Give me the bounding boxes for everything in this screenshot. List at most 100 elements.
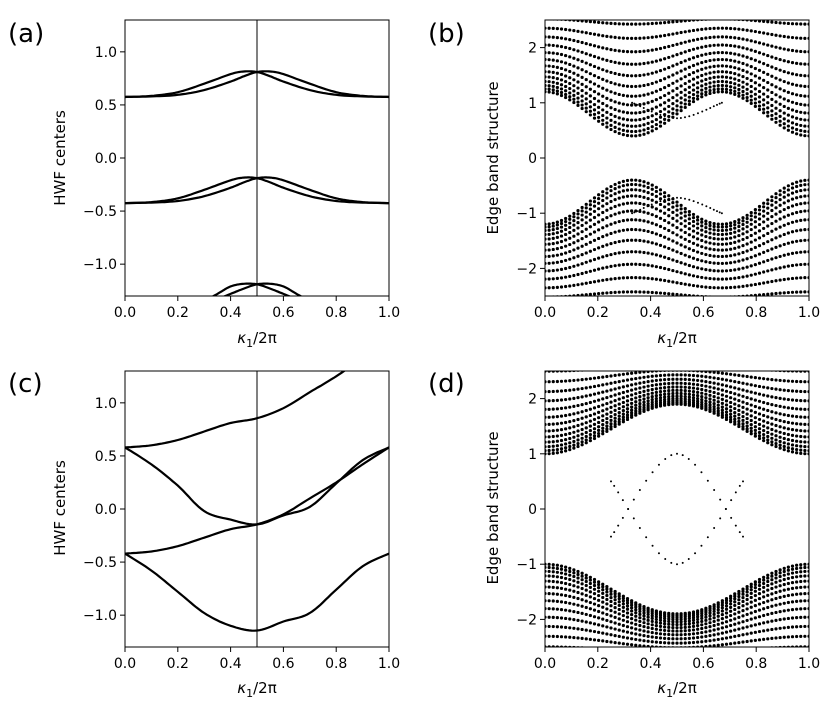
bulk-dot xyxy=(687,616,691,621)
bulk-dot xyxy=(745,424,749,428)
bulk-dot xyxy=(613,380,617,385)
bulk-dot xyxy=(729,385,733,389)
bulk-dot xyxy=(605,196,609,200)
bulk-dot xyxy=(786,90,790,94)
bulk-dot xyxy=(638,404,642,409)
bulk-dot xyxy=(766,408,770,413)
bulk-dot xyxy=(601,77,605,81)
bulk-dot xyxy=(770,55,774,59)
bulk-dot xyxy=(650,383,654,388)
bulk-dot xyxy=(584,31,588,35)
bulk-dot xyxy=(605,401,609,406)
bulk-dot xyxy=(700,267,704,271)
bulk-dot xyxy=(584,408,588,413)
bulk-dot xyxy=(708,71,712,75)
bulk-dot xyxy=(774,279,778,283)
bulk-dot xyxy=(621,642,625,646)
bulk-dot xyxy=(597,111,601,115)
bulk-dot xyxy=(799,615,803,619)
bulk-dot xyxy=(737,358,740,361)
bulk-dot xyxy=(766,415,770,419)
bulk-dot xyxy=(786,379,790,383)
bulk-dot xyxy=(757,208,762,212)
bulk-dot xyxy=(630,637,634,641)
bulk-dot xyxy=(679,391,683,396)
bulk-dot xyxy=(551,415,555,419)
bulk-dot xyxy=(733,305,736,308)
bulk-dot xyxy=(774,112,778,116)
bulk-dot xyxy=(576,232,580,236)
bulk-dot xyxy=(580,402,584,407)
bulk-dot xyxy=(786,264,790,268)
bulk-dot xyxy=(679,373,683,377)
bulk-dot xyxy=(737,606,741,610)
bulk-dot xyxy=(621,73,625,77)
edge-dot xyxy=(672,117,675,120)
bulk-dot xyxy=(663,305,666,308)
bulk-dot xyxy=(572,602,576,606)
bulk-dot xyxy=(605,416,609,421)
bulk-dot xyxy=(564,593,568,598)
bulk-dot xyxy=(638,209,642,213)
bulk-dot xyxy=(782,609,786,613)
bulk-dot xyxy=(778,446,782,450)
bulk-dot xyxy=(597,207,601,211)
bulk-dot xyxy=(621,36,625,40)
bulk-dot xyxy=(745,76,749,81)
bulk-dot xyxy=(745,216,749,221)
bulk-dot xyxy=(576,610,580,615)
bulk-dot xyxy=(555,625,559,629)
bulk-dot xyxy=(675,397,679,401)
bulk-dot xyxy=(634,637,638,642)
bulk-dot xyxy=(601,194,605,198)
bulk-dot xyxy=(737,78,741,83)
bulk-dot xyxy=(712,90,716,95)
bulk-dot xyxy=(729,224,733,228)
bulk-dot xyxy=(757,580,762,584)
plot-content-d xyxy=(545,358,809,659)
bulk-dot xyxy=(762,62,766,66)
bulk-dot xyxy=(778,225,782,229)
bulk-dot xyxy=(646,72,650,76)
bulk-dot xyxy=(688,358,691,361)
bulk-dot xyxy=(795,101,799,106)
bulk-dot xyxy=(634,376,638,381)
bulk-dot xyxy=(630,182,634,187)
bulk-dot xyxy=(588,578,592,582)
bulk-dot xyxy=(625,410,630,414)
edge-dot xyxy=(646,108,649,111)
bulk-dot xyxy=(712,75,716,80)
bulk-dot xyxy=(634,656,637,659)
bulk-dot xyxy=(774,106,778,110)
bulk-dot xyxy=(580,578,584,582)
bulk-dot xyxy=(687,382,691,386)
bulk-dot xyxy=(559,586,564,590)
bulk-dot xyxy=(625,276,630,280)
bulk-dot xyxy=(790,186,795,190)
edge-dot xyxy=(681,561,684,564)
bulk-dot xyxy=(737,73,741,77)
bulk-dot xyxy=(720,70,724,74)
bulk-dot xyxy=(749,423,753,427)
xlabel-c: κ1/2π xyxy=(237,679,276,700)
bulk-dot xyxy=(691,216,696,220)
bulk-dot xyxy=(634,400,638,404)
bulk-dot xyxy=(679,101,683,105)
bulk-dot xyxy=(700,398,704,402)
bulk-dot xyxy=(551,380,555,384)
bulk-dot xyxy=(658,398,663,402)
bulk-dot xyxy=(663,614,667,618)
bulk-dot xyxy=(658,115,663,119)
bulk-dot xyxy=(547,579,551,583)
bulk-dot xyxy=(696,624,700,628)
bulk-dot xyxy=(638,605,642,609)
bulk-dot xyxy=(592,384,597,389)
bulk-dot xyxy=(691,99,696,104)
bulk-dot xyxy=(564,616,568,621)
bulk-dot xyxy=(647,358,650,361)
bulk-dot xyxy=(724,378,729,382)
bulk-dot xyxy=(679,77,683,81)
bulk-dot xyxy=(691,92,696,97)
bulk-dot xyxy=(799,574,803,578)
bulk-dot xyxy=(646,610,650,614)
